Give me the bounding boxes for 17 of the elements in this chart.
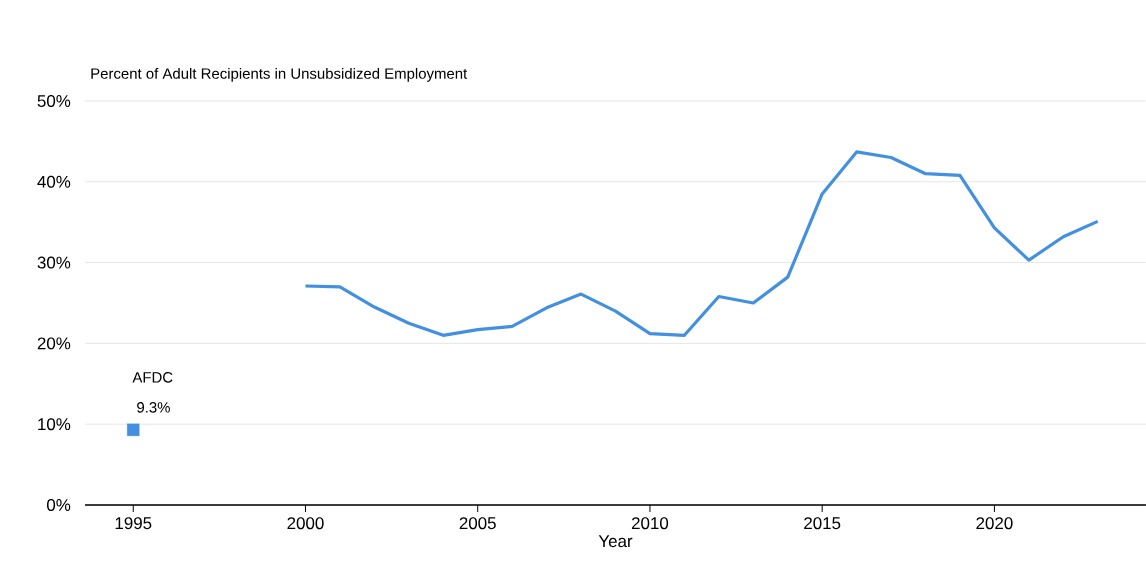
x-tick-label: 1995 <box>115 517 152 530</box>
x-tick-label: 2010 <box>631 517 669 530</box>
text: AFDC <box>132 372 173 383</box>
chart-title: Percent of Adult Recipients in Unsubsidized Employment <box>91 67 468 82</box>
y-tick-label: 10% <box>38 418 71 431</box>
data-label: 9.3% <box>137 402 170 413</box>
y-tick-label: 0% <box>47 498 71 511</box>
x-tick-label: 2000 <box>287 517 324 530</box>
y-tick-label: 50% <box>37 94 71 107</box>
line-series <box>303 150 1100 337</box>
x-tick-label: 2005 <box>459 517 496 530</box>
y-tick-label: 30% <box>37 256 71 269</box>
x-axis-title: Year <box>598 535 633 548</box>
x-tick-label: 2020 <box>976 517 1013 530</box>
y-tick-label: 40% <box>37 175 71 188</box>
x-tick-label: 2015 <box>804 517 841 530</box>
y-tick-label: 20% <box>37 337 71 350</box>
